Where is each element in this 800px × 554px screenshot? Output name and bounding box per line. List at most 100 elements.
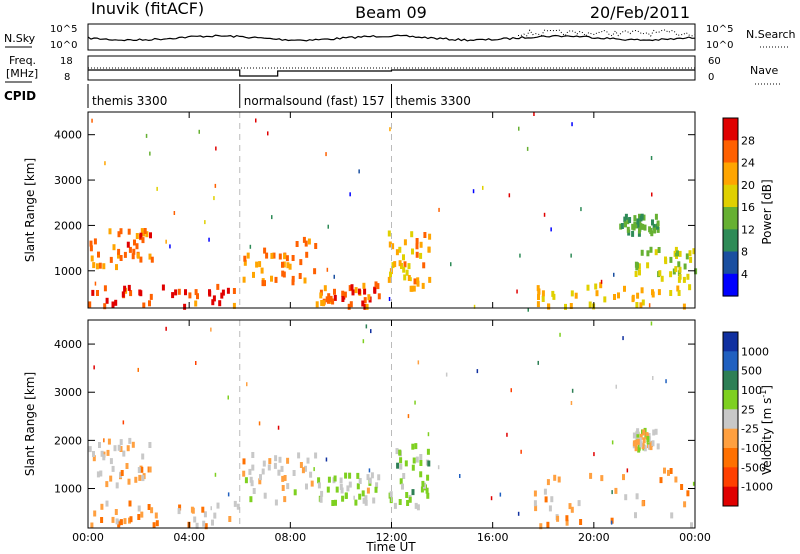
- colorbar-tick-label: 24: [741, 157, 755, 170]
- data-cell: [117, 231, 121, 238]
- data-cell: [653, 227, 657, 234]
- data-cell: [309, 471, 313, 478]
- freq-tick-top: 18: [60, 56, 73, 67]
- data-cell: [536, 285, 540, 292]
- data-cell: [143, 228, 147, 234]
- y-tick-label: 4000: [54, 129, 82, 142]
- data-cell: [650, 321, 653, 326]
- data-cell: [278, 456, 282, 463]
- data-cell: [405, 269, 409, 276]
- data-cell: [623, 285, 626, 292]
- data-cell: [333, 288, 336, 295]
- data-cell: [388, 241, 392, 248]
- data-cell: [322, 300, 326, 307]
- data-cell: [242, 458, 246, 465]
- data-cell: [244, 477, 248, 484]
- data-cell: [674, 246, 678, 253]
- data-cell: [548, 505, 552, 512]
- x-tick-label: 00:00: [679, 531, 711, 544]
- data-cell: [227, 395, 229, 400]
- cpid-segment-label: themis 3300: [396, 94, 471, 108]
- data-cell: [577, 500, 581, 507]
- colorbar-swatch: [723, 370, 738, 391]
- colorbar-swatch: [723, 162, 738, 186]
- data-cell: [527, 307, 529, 312]
- data-cell: [526, 146, 529, 151]
- colorbar-swatch: [723, 486, 738, 507]
- data-cell: [363, 297, 367, 304]
- data-cell: [174, 289, 178, 296]
- data-cell: [286, 483, 290, 490]
- colorbar-tick-label: 1000: [741, 345, 769, 358]
- data-cell: [600, 279, 603, 284]
- data-cell: [415, 456, 419, 463]
- data-cell: [325, 152, 327, 157]
- data-cell: [270, 275, 273, 282]
- data-cell: [91, 289, 95, 296]
- data-cell: [564, 303, 567, 310]
- data-cell: [210, 506, 212, 511]
- data-cell: [361, 490, 365, 497]
- data-cell: [133, 239, 136, 246]
- data-cell: [553, 474, 557, 481]
- data-cell: [660, 275, 664, 282]
- data-cell: [594, 283, 598, 290]
- data-cell: [694, 268, 698, 275]
- data-cell: [405, 492, 409, 498]
- data-cell: [117, 444, 121, 451]
- data-cell: [636, 428, 640, 435]
- data-cell: [631, 296, 635, 303]
- data-cell: [419, 252, 423, 259]
- noise-right-tick-top: 10^5: [706, 24, 733, 35]
- data-cell: [326, 486, 330, 493]
- data-cell: [325, 457, 328, 462]
- y-tick-label: 1000: [54, 483, 82, 496]
- data-cell: [416, 280, 420, 287]
- data-cell: [249, 476, 253, 483]
- data-cell: [344, 472, 348, 479]
- data-cell: [215, 146, 217, 151]
- data-cell: [109, 458, 113, 465]
- colorbar-tick-label: 16: [741, 201, 755, 214]
- data-cell: [571, 122, 573, 127]
- data-cell: [285, 255, 289, 262]
- data-cell: [593, 452, 595, 457]
- data-cell: [415, 251, 419, 258]
- data-cell: [654, 249, 658, 256]
- data-cell: [414, 400, 416, 405]
- data-cell: [265, 252, 269, 259]
- data-cell: [683, 501, 687, 508]
- data-cell: [117, 252, 120, 259]
- data-cell: [407, 275, 411, 281]
- data-cell: [128, 437, 132, 444]
- velocity-range-axis-label: Slant Range [km]: [23, 372, 37, 476]
- data-cell: [669, 290, 673, 296]
- data-cell: [148, 466, 152, 473]
- data-cell: [147, 504, 151, 510]
- data-cell: [263, 247, 267, 254]
- data-cell: [115, 482, 119, 489]
- data-cell: [109, 256, 113, 263]
- data-cell: [317, 477, 321, 484]
- data-cell: [120, 470, 124, 476]
- data-cell: [676, 285, 680, 292]
- data-cell: [156, 186, 158, 191]
- data-cell: [341, 290, 345, 297]
- data-cell: [476, 369, 479, 374]
- data-cell: [636, 431, 640, 438]
- data-cell: [93, 238, 97, 245]
- data-cell: [211, 519, 214, 526]
- data-cell: [362, 339, 365, 344]
- data-cell: [589, 472, 593, 479]
- data-cell: [117, 521, 121, 528]
- data-cell: [579, 519, 583, 525]
- data-cell: [125, 463, 129, 469]
- data-cell: [506, 432, 508, 437]
- data-cell: [626, 468, 629, 473]
- data-cell: [145, 231, 149, 238]
- data-cell: [674, 266, 678, 273]
- data-cell: [674, 476, 678, 483]
- data-cell: [218, 300, 222, 307]
- data-cell: [319, 496, 323, 503]
- data-cell: [534, 505, 538, 512]
